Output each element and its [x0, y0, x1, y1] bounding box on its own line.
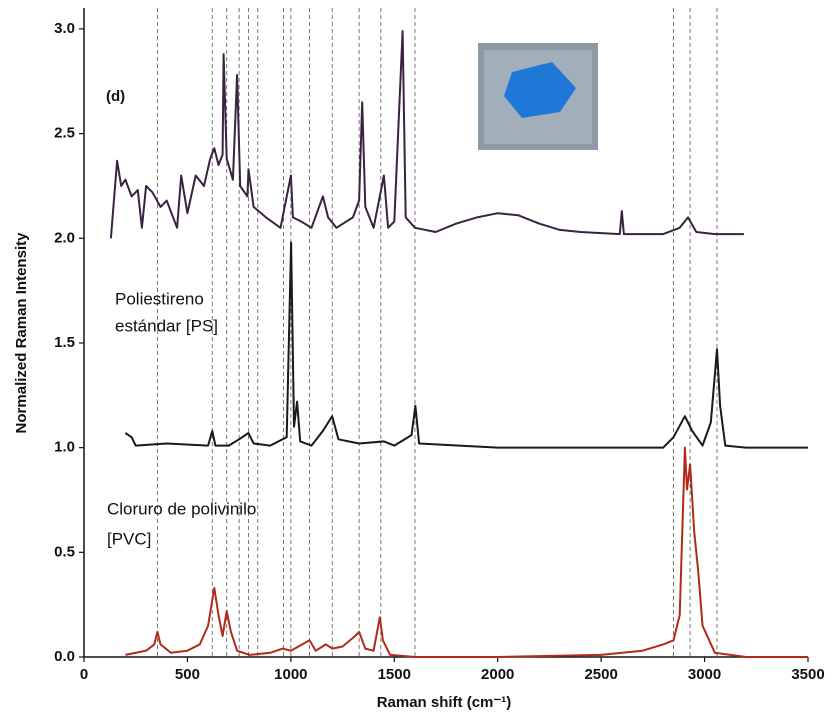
annotation: [PVC]	[107, 529, 151, 548]
x-tick-label: 2000	[481, 666, 514, 683]
x-axis-label: Raman shift (cm⁻¹)	[377, 694, 512, 711]
y-tick-label: 0.0	[54, 648, 75, 665]
annotation: (d)	[106, 88, 125, 105]
y-axis-label: Normalized Raman Intensity	[13, 232, 30, 434]
y-tick-label: 1.0	[54, 439, 75, 456]
x-tick-label: 3000	[688, 666, 721, 683]
spectrum-line	[124, 241, 808, 449]
y-tick-label: 1.5	[54, 334, 75, 351]
y-tick-label: 3.0	[54, 20, 75, 37]
spectrum-line	[125, 446, 808, 658]
x-tick-label: 1000	[274, 666, 307, 683]
x-tick-label: 3500	[791, 666, 824, 683]
y-tick-label: 2.5	[54, 125, 75, 142]
x-tick-label: 2500	[584, 666, 617, 683]
y-tick-label: 0.5	[54, 543, 75, 560]
annotation: Cloruro de polivinilo	[107, 499, 256, 518]
annotation: Poliestireno	[115, 289, 204, 308]
spectrum-line	[109, 30, 744, 239]
x-tick-label: 500	[175, 666, 200, 683]
x-tick-label: 0	[80, 666, 88, 683]
inset-photo	[478, 43, 598, 150]
annotation: estándar [PS]	[115, 316, 218, 335]
x-tick-label: 1500	[378, 666, 411, 683]
y-tick-label: 2.0	[54, 229, 75, 246]
